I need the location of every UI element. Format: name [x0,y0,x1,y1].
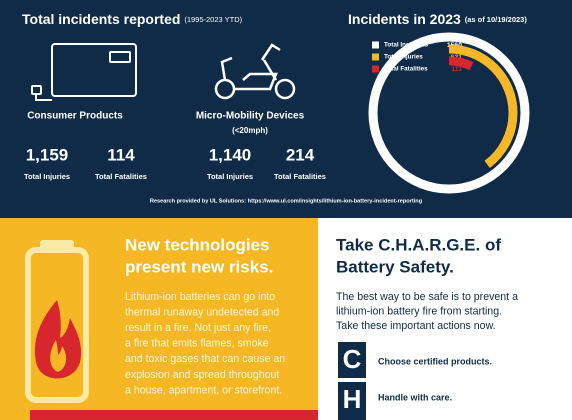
body-line: result in a fire. Not just any fire, [125,322,271,334]
radial-bar [368,32,530,194]
section-title: Total incidents reported (1995-2023 YTD) [22,11,243,27]
risk-body: Lithium-ion batteries can go into thermal… [125,291,285,397]
legend-label: Total Incidents [384,42,428,49]
letter-box [338,382,366,420]
body-line: lithium-ion battery fire from starting. [336,305,502,317]
action-letter: C [343,344,362,374]
body-line: The best way to be safe is to prevent a [336,291,518,303]
group-note: (<20mph) [232,126,268,135]
risk-title: present new risks. [125,257,273,276]
body-line: a fire that emits flames, smoke [125,338,269,350]
body-line: Lithium-ion batteries can go into [125,291,275,303]
legend-label: Total Injuries [384,54,423,61]
stat-value: 114 [107,145,135,164]
stat-label: Total Injuries [207,172,253,181]
legend-label: Total Fatalities [384,66,428,73]
group-name: Micro-Mobility Devices [196,111,305,122]
data-label: 111 [451,66,462,73]
body-line: thermal runaway undetected and [125,306,279,318]
laptop-icon [31,43,137,101]
body-line: explosion and spread throughout [125,369,279,381]
source: Research provided by UL Solutions: https… [150,198,423,204]
stat-label: Total Injuries [24,172,70,181]
scooter-icon [214,43,296,100]
charge-body: The best way to be safe is to prevent a l… [336,291,518,332]
radial-bar [392,56,506,170]
charge-title: Battery Safety. [336,257,454,276]
risk-title: New technologies [125,235,270,254]
action-text: Handle with care. [378,392,452,402]
stat-label: Total Fatalities [274,172,326,181]
legend-swatch [372,41,379,49]
legend-swatch [372,53,379,61]
stat-value: 214 [286,145,315,164]
body-line: Take these important actions now. [336,320,496,332]
legend-swatch [372,65,379,73]
body-line: a house, apartment, or storefront. [125,384,282,396]
battery-icon [25,240,89,403]
red-strip [30,410,318,420]
group-name: Consumer Products [27,111,123,122]
stat-value: 1,140 [209,145,252,164]
letter-box [338,342,366,378]
chart-title: Incidents in 2023 (as of 10/19/2023) [348,11,527,27]
stat-label: Total Fatalities [95,172,147,181]
radial-bar [380,44,518,182]
action-letter: H [343,384,362,414]
body-line: and toxic gases that can cause an [125,353,285,365]
top-panel [0,0,572,218]
charge-title: Take C.H.A.R.G.E. of [336,235,501,254]
action-text: Choose certified products. [378,356,492,366]
stat-value: 1,159 [26,145,69,164]
